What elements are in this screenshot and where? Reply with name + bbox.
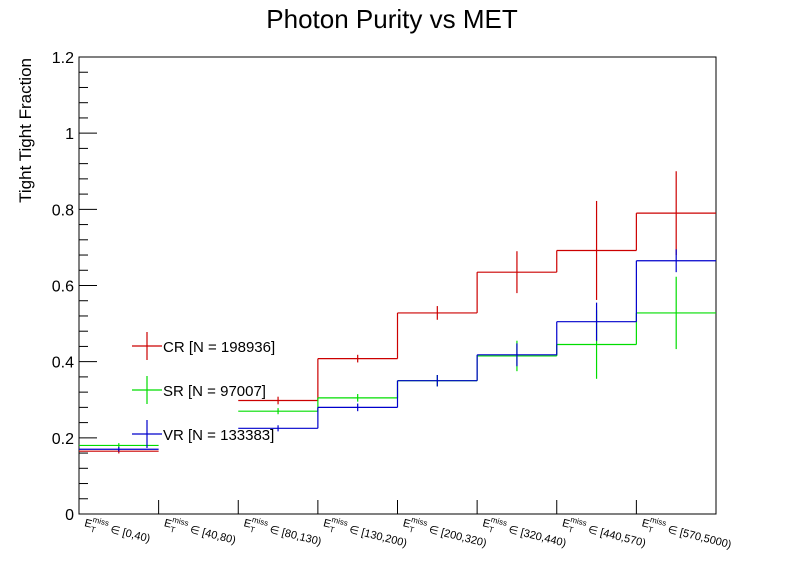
x-tick-label-text: ETmiss∈[200,320)	[401, 513, 489, 552]
x-tick-category: [200,320)	[440, 527, 488, 550]
x-tick-prefix-sup: miss	[490, 515, 508, 528]
x-tick-prefix-sup: miss	[649, 515, 667, 528]
x-tick-prefix: E	[322, 517, 332, 530]
x-tick-relation: ∈	[189, 524, 201, 538]
x-tick-label: ETmiss∈[40,80)	[162, 513, 238, 549]
x-tick-label-text: ETmiss∈[0,40)	[82, 513, 152, 548]
x-tick-prefix-sub: T	[647, 525, 654, 535]
x-tick-category: [80,130)	[280, 527, 322, 548]
y-tick-label: 0.6	[52, 279, 74, 296]
y-tick-label: 0.4	[52, 355, 74, 372]
x-tick-label-text: ETmiss∈[80,130)	[242, 513, 324, 551]
x-tick-label-text: ETmiss∈[320,440)	[480, 513, 568, 552]
x-tick-label-text: ETmiss∈[570,5000)	[640, 513, 734, 554]
x-tick-prefix-sub: T	[328, 525, 335, 535]
x-tick-category: [320,440)	[519, 527, 567, 550]
y-tick-label: 0.8	[52, 202, 74, 219]
x-tick-prefix: E	[561, 517, 571, 530]
chart-title: Photon Purity vs MET	[266, 4, 518, 34]
x-tick-prefix-sub: T	[488, 525, 495, 535]
x-tick-label: ETmiss∈[130,200)	[321, 513, 409, 552]
x-tick-category: [130,200)	[360, 527, 408, 550]
y-tick-label: 1.2	[52, 50, 74, 67]
x-tick-prefix-sup: miss	[410, 515, 428, 528]
x-tick-relation: ∈	[587, 524, 599, 538]
x-tick-category: [440,570)	[599, 527, 647, 550]
x-tick-label: ETmiss∈[200,320)	[401, 513, 489, 552]
plot-frame	[78, 56, 717, 515]
x-tick-label-text: ETmiss∈[130,200)	[321, 513, 409, 552]
legend-item: SR [N = 97007]	[132, 376, 266, 404]
legend-item: CR [N = 198936]	[132, 332, 275, 360]
x-tick-label: ETmiss∈[320,440)	[480, 513, 568, 552]
x-tick-prefix: E	[640, 517, 650, 530]
x-tick-prefix-sup: miss	[171, 515, 189, 528]
x-tick-prefix-sub: T	[249, 525, 256, 535]
x-tick-label-text: ETmiss∈[440,570)	[560, 513, 648, 552]
y-tick-label: 0	[65, 507, 74, 524]
x-tick-prefix: E	[163, 517, 173, 530]
x-tick-relation: ∈	[348, 524, 360, 538]
x-tick-prefix-sub: T	[89, 525, 96, 535]
x-tick-label: ETmiss∈[440,570)	[560, 513, 648, 552]
y-axis-label: Tight Tight Fraction	[16, 58, 35, 203]
x-axis: ETmiss∈[0,40)ETmiss∈[40,80)ETmiss∈[80,13…	[78, 500, 734, 554]
legend-label: VR [N = 133383]	[163, 427, 274, 444]
y-axis: 0 0.2 0.4 0.6 0.8 1 1.2	[52, 50, 97, 524]
x-tick-prefix: E	[481, 517, 491, 530]
x-tick-prefix-sup: miss	[570, 515, 588, 528]
x-tick-relation: ∈	[427, 524, 439, 538]
series-layer	[79, 171, 716, 454]
x-tick-label: ETmiss∈[80,130)	[242, 513, 324, 551]
x-tick-prefix-sup: miss	[251, 515, 269, 528]
x-tick-label: ETmiss∈[0,40)	[82, 513, 152, 548]
x-tick-prefix: E	[242, 517, 252, 530]
x-tick-relation: ∈	[268, 524, 280, 538]
x-tick-prefix-sub: T	[567, 525, 574, 535]
legend-label: SR [N = 97007]	[163, 383, 266, 400]
x-tick-prefix-sub: T	[408, 525, 415, 535]
x-tick-category: [570,5000)	[679, 527, 733, 551]
x-tick-relation: ∈	[507, 524, 519, 538]
series-sr	[79, 276, 716, 448]
x-tick-category: [40,80)	[201, 527, 237, 547]
x-tick-prefix-sub: T	[169, 525, 176, 535]
x-tick-label: ETmiss∈[570,5000)	[640, 513, 734, 554]
x-tick-relation: ∈	[109, 524, 121, 538]
x-tick-relation: ∈	[666, 524, 678, 538]
x-tick-prefix-sup: miss	[331, 515, 349, 528]
y-tick-label: 0.2	[52, 431, 74, 448]
x-tick-prefix: E	[402, 517, 412, 530]
legend: CR [N = 198936] SR [N = 97007] VR [N = 133…	[132, 332, 275, 448]
legend-label: CR [N = 198936]	[163, 339, 275, 356]
x-tick-label-text: ETmiss∈[40,80)	[162, 513, 238, 549]
series-cr	[79, 171, 716, 454]
series-vr	[79, 249, 716, 452]
x-tick-prefix-sup: miss	[92, 515, 110, 528]
legend-item: VR [N = 133383]	[132, 420, 274, 448]
x-tick-prefix: E	[83, 517, 93, 530]
y-tick-label: 1	[65, 126, 74, 143]
x-tick-category: [0,40)	[121, 527, 151, 545]
